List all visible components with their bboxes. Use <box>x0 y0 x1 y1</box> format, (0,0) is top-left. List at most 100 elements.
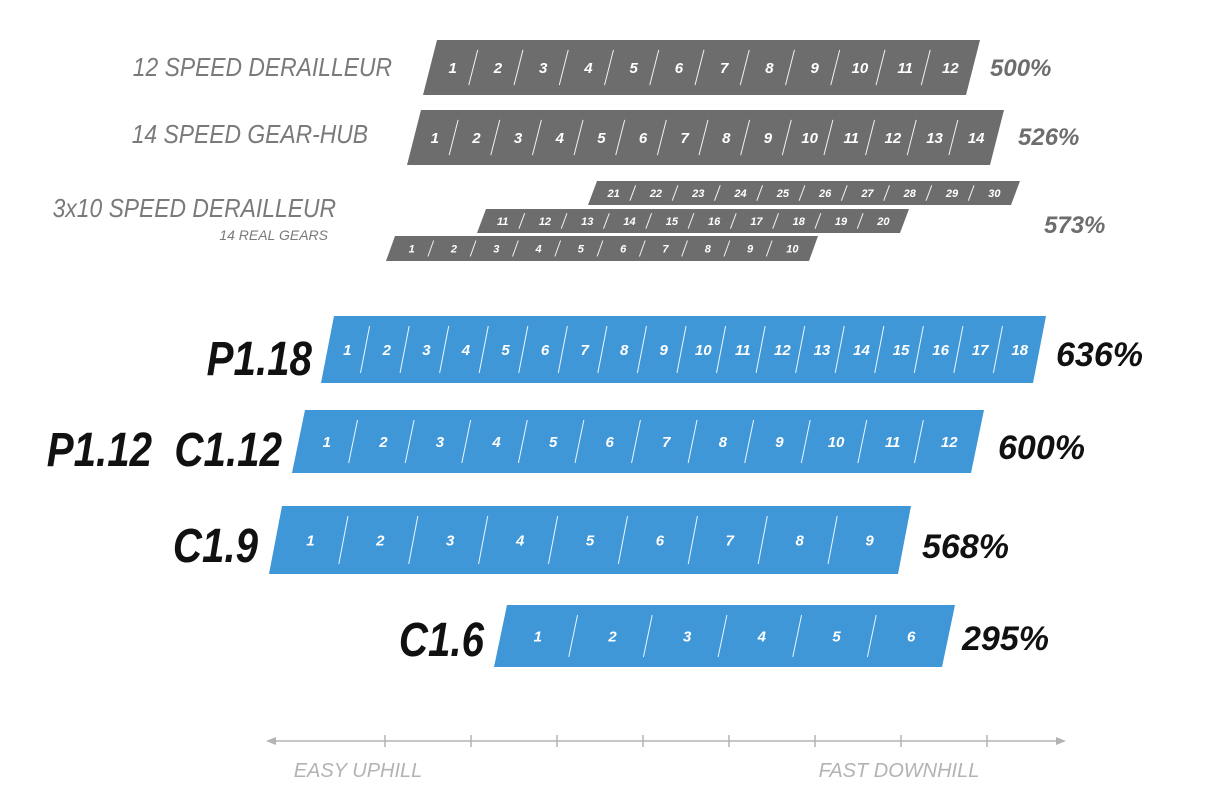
grey-gear-bar-gear-divider <box>638 240 646 257</box>
grey-gear-bar-gear-divider <box>596 240 604 257</box>
grey-gear-bar-gear-label: 15 <box>666 216 679 228</box>
blue-gear-bar-gear-label: 6 <box>541 342 550 359</box>
blue-gear-bar-gear-label: 3 <box>446 532 455 549</box>
system-name: 3x10 SPEED DERAILLEUR <box>53 195 336 224</box>
blue-gear-bar-gear-label: 7 <box>580 342 589 359</box>
grey-gear-bar-gear-label: 12 <box>885 130 902 147</box>
grey-gear-bar-gear-divider <box>629 185 637 201</box>
grey-gear-bar-gear-label: 17 <box>750 216 763 228</box>
grey-gear-bar-gear-label: 1 <box>431 130 439 147</box>
grey-gear-bar-gear-label: 1 <box>409 243 415 255</box>
range-value: 636% <box>1056 336 1143 374</box>
grey-gear-bar-gear-label: 11 <box>897 60 913 77</box>
grey-gear-bar-gear-label: 4 <box>534 243 541 255</box>
range-value: 600% <box>998 429 1085 467</box>
grey-gear-bar-gear-divider <box>694 49 705 86</box>
blue-gear-bar-gear-label: 17 <box>972 342 989 359</box>
blue-gear-bar-gear-divider <box>716 325 727 374</box>
pinion-system: C1.9 1 2 3 4 5 6 7 8 9 568% <box>173 506 1009 574</box>
grey-gear-bar-gear-divider <box>573 119 584 156</box>
blue-gear-bar-gear-label: 9 <box>865 532 874 549</box>
pinion-system: C1.6 1 2 3 4 5 6 295% <box>399 605 1049 667</box>
blue-gear-bar-gear-label: 6 <box>606 434 615 451</box>
blue-gear-bar-gear-divider <box>478 325 489 374</box>
grey-gear-bar-gear-label: 11 <box>843 130 859 147</box>
blue-gear-bar-gear-label: 7 <box>662 434 671 451</box>
blue-gear-bar-gear-label: 9 <box>660 342 669 359</box>
grey-gear-bar-gear-divider <box>723 240 731 257</box>
grey-gear-bar-gear-divider <box>798 185 806 201</box>
blue-gear-bar-gear-divider <box>404 419 415 464</box>
grey-gear-bar-gear-divider <box>814 213 822 229</box>
blue-gear-bar-gear-label: 4 <box>491 434 501 451</box>
axis-label-left: EASY UPHILL <box>294 760 423 782</box>
blue-gear-bar-gear-label: 5 <box>586 532 595 549</box>
grey-gear-bar-gear-label: 1 <box>448 60 456 77</box>
grey-gear-bar-gear-label: 7 <box>662 243 669 255</box>
blue-gear-bar-gear-divider <box>676 325 687 374</box>
blue-gear-bar-gear-label: 2 <box>378 434 388 451</box>
blue-gear-bar-gear-divider <box>439 325 450 374</box>
blue-gear-bar-gear-label: 3 <box>683 628 692 645</box>
blue-gear-bar-gear-label: 4 <box>515 532 525 549</box>
grey-gear-bar-gear-divider <box>920 49 931 86</box>
system-name: P1.12 C1.12 <box>47 424 283 477</box>
blue-gear-bar-shape <box>292 410 984 473</box>
range-value: 568% <box>922 528 1009 566</box>
grey-gear-bar-gear-divider <box>603 213 610 229</box>
grey-gear-bar-gear-divider <box>765 240 773 257</box>
blue-gear-bar-gear-label: 2 <box>607 628 617 645</box>
blue-gear-bar-gear-divider <box>717 614 728 658</box>
blue-gear-bar-gear-label: 3 <box>436 434 445 451</box>
grey-gear-bar-gear-divider <box>830 49 841 86</box>
blue-gear-bar-gear-divider <box>517 419 528 464</box>
system-name: P1.18 <box>207 333 313 386</box>
blue-gear-bar-gear-label: 11 <box>885 434 901 451</box>
blue-gear-bar-gear-label: 9 <box>775 434 784 451</box>
grey-gear-bar-gear-label: 27 <box>860 188 874 200</box>
grey-gear-bar-shape <box>386 236 818 261</box>
blue-gear-bar-gear-label: 16 <box>932 342 949 359</box>
blue-gear-bar-gear-label: 8 <box>795 532 804 549</box>
comparison-system: 14 SPEED GEAR-HUB 1 2 3 4 5 6 7 8 9 10 11 12 13 14 526% <box>132 110 1079 165</box>
grey-gear-bar-gear-divider <box>427 240 435 257</box>
blue-gear-bar-gear-label: 1 <box>343 342 351 359</box>
grey-gear-bar-gear-label: 10 <box>801 130 818 147</box>
grey-gear-bar-gear-label: 12 <box>942 60 959 77</box>
blue-gear-bar-gear-divider <box>795 325 806 374</box>
grey-gear-bar-gear-label: 10 <box>852 60 869 77</box>
grey-gear-bar-gear-divider <box>645 213 653 229</box>
blue-gear-bar-gear-divider <box>992 325 1003 374</box>
blue-gear-bar-gear-divider <box>687 419 698 464</box>
grey-gear-bar-gear-divider <box>740 119 751 156</box>
grey-gear-bar-gear-label: 2 <box>450 243 457 255</box>
grey-gear-bar-gear-label: 24 <box>733 188 746 200</box>
grey-gear-bar-gear-label: 25 <box>776 188 790 200</box>
blue-gear-bar-gear-divider <box>857 419 868 464</box>
blue-gear-bar-gear-divider <box>874 325 885 374</box>
blue-gear-bar-gear-label: 7 <box>726 532 735 549</box>
grey-gear-bar-gear-divider <box>948 119 959 156</box>
grey-gear-bar-gear-label: 11 <box>497 216 508 228</box>
grey-gear-bar-gear-divider <box>448 119 459 156</box>
blue-gear-bar-gear-divider <box>547 515 559 565</box>
blue-gear-bar-gear-divider <box>597 325 608 374</box>
blue-gear-bar-gear-divider <box>642 614 653 658</box>
comparison-system: 12 SPEED DERAILLEUR 1 2 3 4 5 6 7 8 9 10 11 12 500% <box>133 40 1051 95</box>
grey-gear-bar-gear-divider <box>865 119 876 156</box>
axis-label-right: FAST DOWNHILL <box>819 760 980 782</box>
blue-gear-bar-gear-label: 1 <box>534 628 542 645</box>
grey-gear-bar-gear-divider <box>656 119 667 156</box>
system-name: 14 SPEED GEAR-HUB <box>132 121 368 150</box>
blue-gear-bar-gear-divider <box>617 515 629 565</box>
blue-gear-bar-gear-label: 12 <box>941 434 958 451</box>
grey-gear-bar-gear-divider <box>967 185 975 201</box>
blue-gear-bar-shape <box>494 605 955 667</box>
difficulty-axis: EASY UPHILL FAST DOWNHILL <box>266 735 1066 782</box>
blue-gear-bar-gear-label: 10 <box>695 342 712 359</box>
grey-gear-bar-gear-divider <box>681 240 688 257</box>
grey-gear-bar-gear-divider <box>906 119 917 156</box>
blue-gear-bar-gear-divider <box>557 325 568 374</box>
blue-gear-bar-gear-divider <box>360 325 371 374</box>
